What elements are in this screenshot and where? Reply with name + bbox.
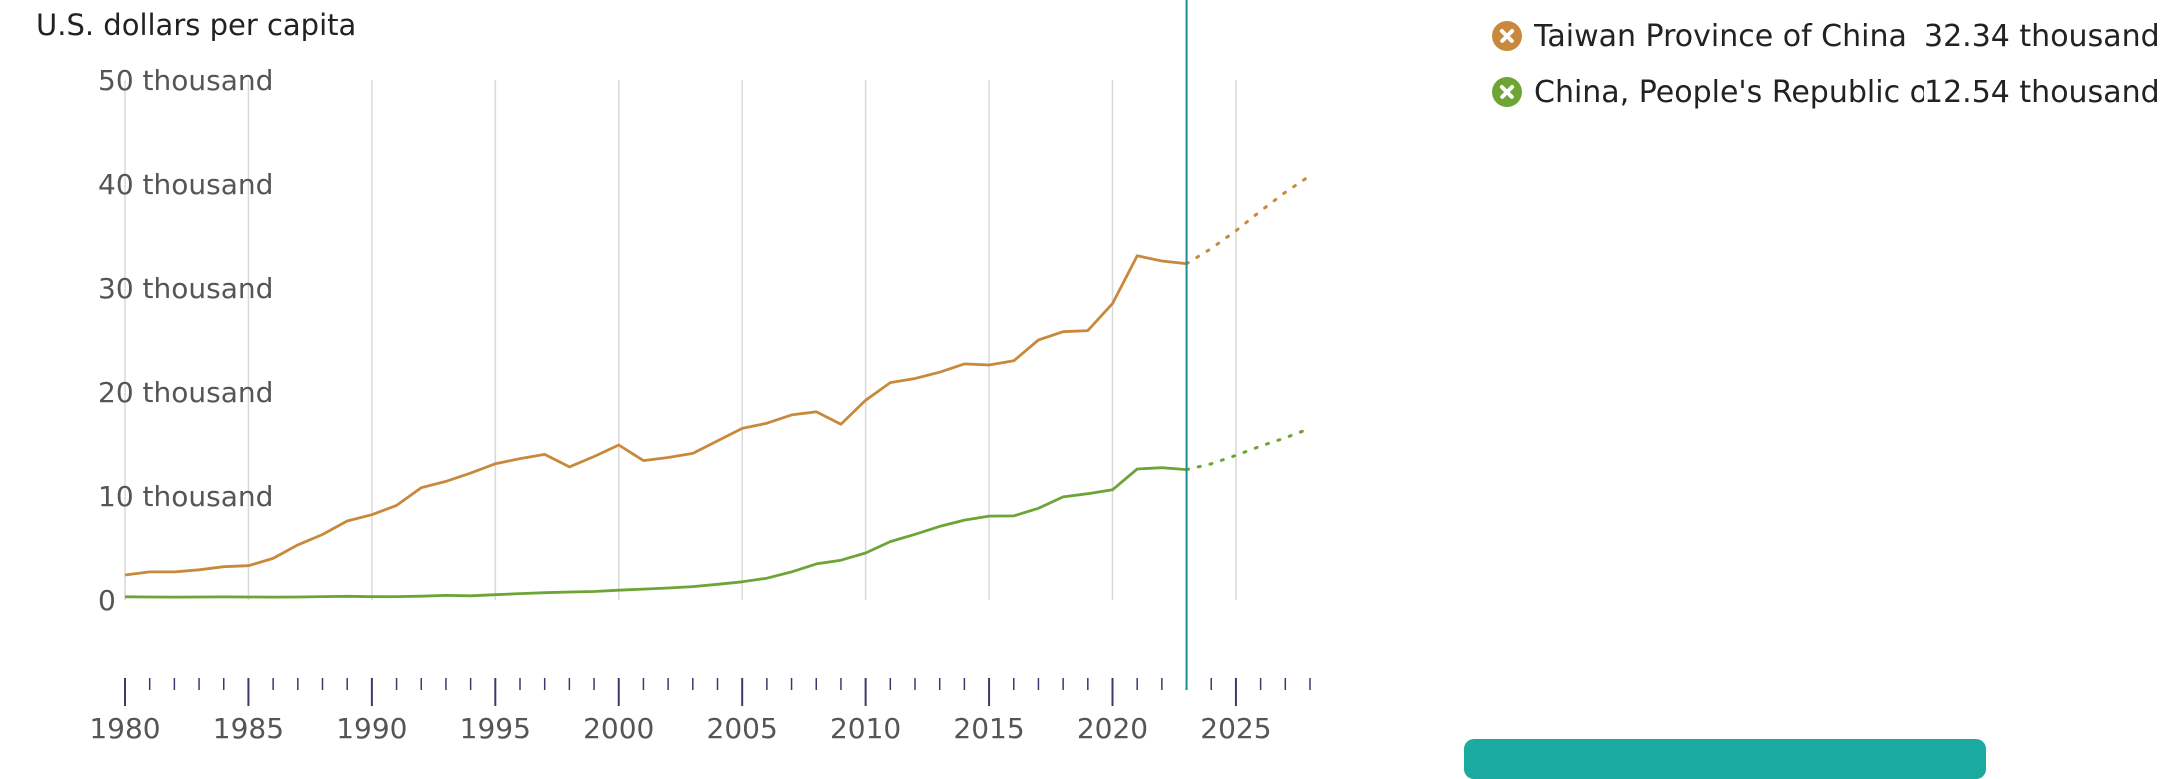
y-tick-label: 40 thousand (98, 168, 273, 201)
legend-item-china[interactable]: China, People's Republic of 12.54 thousa… (1492, 64, 2160, 120)
x-tick-label: 1985 (213, 712, 284, 745)
y-tick-label: 50 thousand (98, 64, 273, 97)
legend-series-value: 12.54 thousand (1924, 74, 2160, 110)
action-button[interactable] (1464, 739, 1986, 779)
y-tick-label: 30 thousand (98, 272, 273, 305)
series-forecast-line-0 (1185, 174, 1312, 266)
x-tick-label: 2015 (953, 712, 1024, 745)
y-tick-label: 0 (98, 584, 116, 617)
series-forecast-line-1 (1185, 426, 1312, 472)
x-tick-label: 2005 (707, 712, 778, 745)
series-line-0 (124, 254, 1187, 577)
legend-series-name: Taiwan Province of China (1534, 18, 1907, 54)
legend-series-name: China, People's Republic of (1534, 74, 1924, 110)
x-tick-label: 2000 (583, 712, 654, 745)
y-tick-label: 20 thousand (98, 376, 273, 409)
legend: Taiwan Province of China 32.34 thousand … (1492, 8, 2160, 120)
x-tick-label: 2025 (1200, 712, 1271, 745)
x-tick-label: 1995 (460, 712, 531, 745)
close-icon[interactable] (1492, 77, 1522, 107)
series-line-1 (124, 466, 1187, 599)
legend-series-value: 32.34 thousand (1924, 18, 2160, 54)
x-tick-label: 2020 (1077, 712, 1148, 745)
y-axis-unit-label: U.S. dollars per capita (36, 8, 357, 42)
legend-item-taiwan[interactable]: Taiwan Province of China 32.34 thousand (1492, 8, 2160, 64)
x-tick-label: 1990 (336, 712, 407, 745)
x-tick-label: 1980 (89, 712, 160, 745)
y-tick-label: 10 thousand (98, 480, 273, 513)
line-chart: 50 thousand 40 thousand 30 thousand 20 thou… (89, 0, 1312, 745)
close-icon[interactable] (1492, 21, 1522, 51)
x-tick-label: 2010 (830, 712, 901, 745)
